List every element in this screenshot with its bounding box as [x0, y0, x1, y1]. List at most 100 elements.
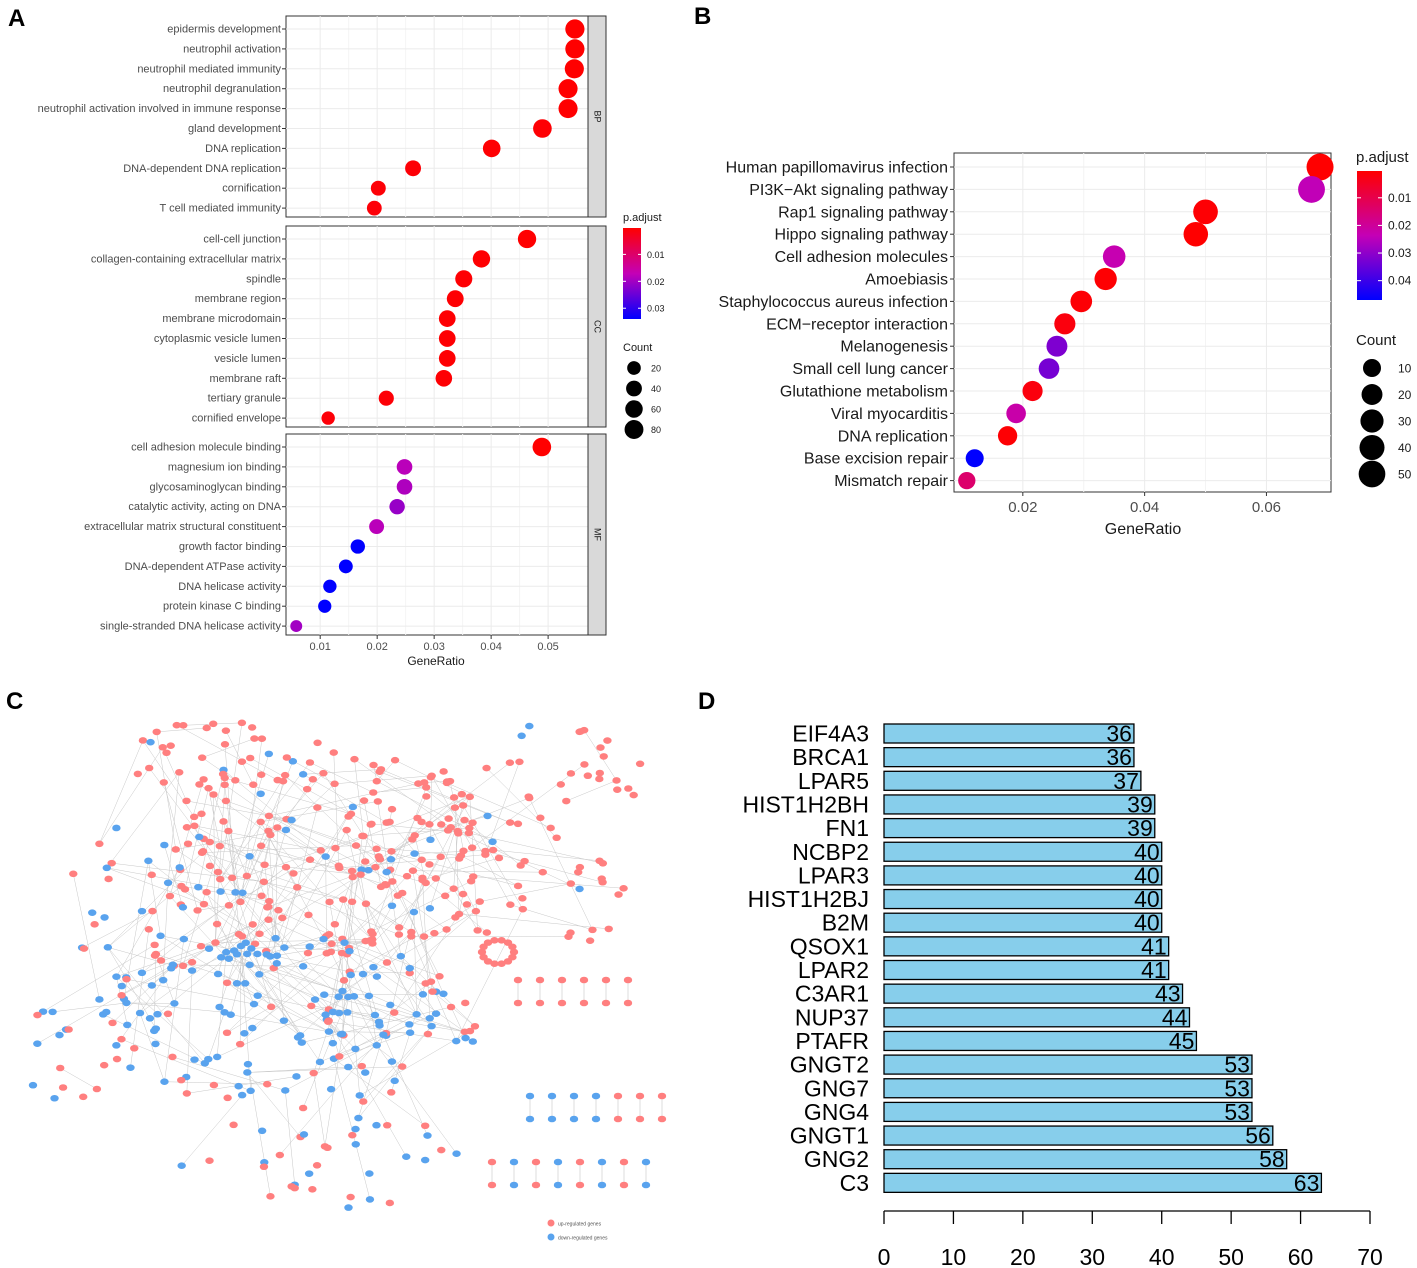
up-regulated-gene-node: [322, 949, 331, 957]
down-regulated-gene-node: [240, 1030, 249, 1037]
down-regulated-gene-node: [390, 1077, 399, 1085]
network-edge: [198, 774, 224, 888]
up-regulated-gene-node: [236, 898, 245, 906]
network-edge: [365, 903, 417, 1015]
term-label: membrane region: [195, 293, 281, 305]
bar: [883, 1078, 1253, 1099]
down-regulated-gene-node: [195, 833, 204, 841]
up-regulated-gene-node: [450, 804, 460, 811]
network-edge: [459, 913, 609, 930]
term-label: glycosaminoglycan binding: [150, 481, 281, 493]
down-regulated-gene-node: [100, 914, 109, 921]
down-regulated-gene-node: [348, 803, 358, 811]
bar-value-label: 40: [1134, 886, 1160, 912]
up-regulated-gene-node: [305, 856, 315, 864]
up-regulated-gene-node: [579, 976, 589, 984]
up-regulated-gene-node: [579, 999, 589, 1007]
network-edge: [300, 931, 412, 1036]
x-tick-label: 0.05: [537, 641, 558, 653]
up-regulated-gene-node: [535, 999, 545, 1007]
network-edge: [247, 1066, 403, 1073]
down-regulated-gene-node: [212, 1053, 222, 1061]
network-edge: [160, 935, 258, 996]
up-regulated-gene-node: [79, 945, 89, 952]
network-edge: [107, 947, 206, 1064]
down-regulated-gene-node: [320, 991, 329, 998]
up-regulated-gene-node: [327, 940, 336, 948]
down-regulated-gene-node: [293, 1034, 303, 1041]
up-regulated-gene-node: [58, 1084, 68, 1091]
down-regulated-gene-node: [281, 826, 291, 834]
up-regulated-gene-node: [426, 978, 436, 986]
bar-category-label: LPAR2: [798, 957, 869, 983]
down-regulated-gene-node: [553, 1158, 563, 1166]
down-regulated-gene-node: [310, 996, 320, 1003]
term-dot: [1046, 335, 1068, 357]
bar-category-label: B2M: [822, 910, 869, 936]
term-label: DNA-dependent ATPase activity: [125, 561, 282, 573]
up-regulated-gene-node: [595, 775, 604, 783]
hub-gene-barplot: EIF4A3 36 BRCA1 36 LPAR5 37 HIST1H2BH 39 FN1 39 NC…: [742, 721, 1382, 1268]
term-label: Glutathione metabolism: [780, 384, 948, 401]
count-legend-dot: [1358, 460, 1386, 488]
network-edge: [169, 895, 272, 1007]
term-label: membrane raft: [209, 373, 281, 385]
bar: [883, 912, 1163, 933]
bar: [883, 794, 1156, 815]
down-regulated-gene-node: [28, 1081, 38, 1089]
up-regulated-gene-node: [509, 948, 519, 956]
down-regulated-gene-node: [232, 950, 242, 958]
up-regulated-gene-node: [535, 976, 545, 984]
up-regulated-gene-node: [183, 840, 193, 848]
down-regulated-gene-node: [387, 1058, 397, 1065]
up-regulated-gene-node: [475, 898, 484, 905]
up-regulated-gene-node: [361, 858, 370, 865]
bar-value-label: 40: [1134, 862, 1160, 888]
up-regulated-gene-node: [387, 805, 397, 813]
up-regulated-gene-node: [387, 848, 396, 855]
up-regulated-gene-node: [580, 761, 589, 768]
down-regulated-gene-node: [240, 980, 250, 987]
up-regulated-gene-node: [538, 868, 547, 876]
up-regulated-gene-node: [323, 1018, 333, 1025]
up-regulated-gene-node: [260, 861, 269, 869]
term-label: extracellular matrix structural constitu…: [84, 521, 281, 533]
network-edge: [106, 867, 205, 905]
bar-category-label: C3AR1: [795, 981, 869, 1007]
up-regulated-gene-node: [454, 910, 464, 918]
network-edge: [354, 758, 459, 834]
up-regulated-gene-node: [442, 779, 452, 787]
network-edge: [111, 862, 264, 883]
down-regulated-gene-node: [509, 1158, 519, 1166]
down-regulated-gene-node: [357, 866, 366, 873]
up-regulated-gene-node: [460, 816, 469, 824]
down-regulated-gene-node: [591, 1115, 601, 1123]
up-regulated-gene-node: [304, 911, 313, 919]
term-label: neutrophil mediated immunity: [137, 63, 281, 75]
network-edge: [223, 769, 321, 851]
up-regulated-gene-node: [394, 924, 404, 931]
network-edge: [208, 788, 221, 847]
up-regulated-gene-node: [536, 814, 545, 822]
down-regulated-gene-node: [345, 947, 354, 955]
down-regulated-gene-node: [190, 1056, 199, 1063]
network-edge: [429, 805, 464, 909]
bar-value-label: 39: [1127, 791, 1153, 817]
x-tick-label: 0.06: [1252, 499, 1281, 516]
down-regulated-gene-node: [147, 982, 157, 989]
down-regulated-gene-node: [525, 1092, 535, 1100]
up-regulated-gene-node: [462, 901, 472, 908]
up-regulated-gene-node: [444, 815, 453, 822]
term-label: Staphylococcus aureus infection: [719, 294, 948, 311]
network-edge: [169, 779, 204, 897]
network-edge: [235, 892, 330, 935]
network-edge: [409, 911, 477, 969]
down-regulated-gene-node: [509, 1181, 519, 1189]
network-edge: [107, 947, 193, 971]
count-legend-label: 60: [651, 405, 661, 415]
down-regulated-gene-node: [547, 1115, 557, 1123]
up-regulated-gene-node: [182, 824, 192, 831]
network-edge: [186, 827, 276, 939]
up-regulated-gene-node: [303, 949, 313, 957]
up-regulated-gene-node: [515, 758, 524, 766]
